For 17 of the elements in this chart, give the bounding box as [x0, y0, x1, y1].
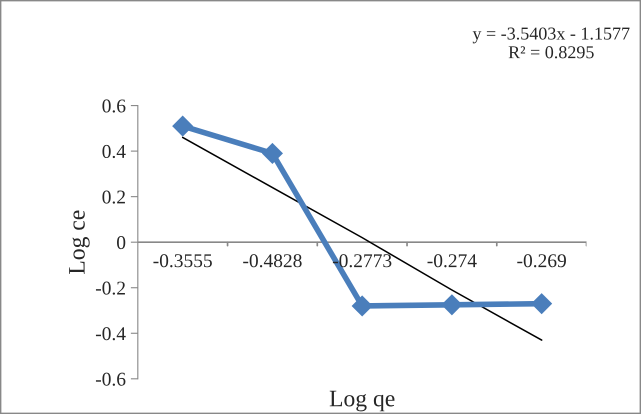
y-tick-label: 0 — [117, 236, 126, 250]
y-tick-label: -0.6 — [96, 372, 126, 386]
point — [172, 116, 194, 136]
point — [262, 143, 283, 164]
y-tick-label: 0.6 — [102, 99, 126, 113]
text: R² = 0.8295 — [508, 46, 594, 58]
x-tick-label: -0.269 — [517, 254, 566, 268]
y-tick-label: -0.2 — [96, 282, 125, 295]
x-tick-label: -0.274 — [428, 254, 477, 268]
x-tick-label: -0.4828 — [243, 254, 302, 268]
text: y = -3.5403x - 1.1577 — [472, 27, 630, 44]
y-tick-label: 0.4 — [102, 144, 126, 158]
x-tick-label: -0.3555 — [153, 254, 212, 268]
y-tick-label: -0.4 — [96, 327, 126, 340]
x-axis-title: Log qe — [330, 390, 394, 412]
y-axis-title: Log ce — [69, 210, 90, 274]
y-tick-label: 0.2 — [102, 190, 125, 204]
